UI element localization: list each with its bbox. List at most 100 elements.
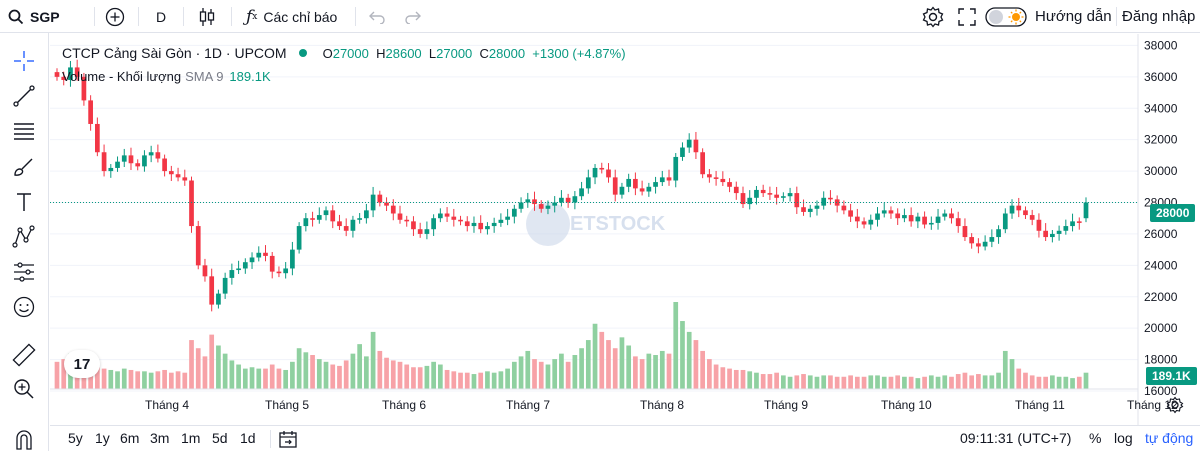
volume-bar [485,371,490,389]
candle-body [330,210,336,222]
candle-body [969,237,975,244]
volume-bar [101,368,107,389]
volume-bar [848,375,853,389]
candle-body [1023,210,1028,216]
candle-body [747,197,753,205]
x-tick-label: Tháng 7 [506,398,550,412]
login-label: Đăng nhập [1122,8,1196,25]
compare-button[interactable] [105,0,125,33]
text-tool[interactable] [8,186,40,218]
candle-body [592,167,598,178]
log-scale-toggle[interactable]: log [1114,430,1133,446]
candle-body [256,252,262,258]
y-tick-label: 16000 [1144,384,1178,398]
candle-body [807,208,813,212]
candle-body [720,178,726,183]
settings-icon[interactable] [1166,396,1184,417]
candle-body [236,268,241,271]
forecast-tool[interactable] [8,256,40,288]
candle-body [579,188,584,197]
candle-body [417,229,423,234]
magnet-tool[interactable] [8,423,40,451]
volume-bar [814,376,820,389]
y-tick-label: 34000 [1144,101,1178,115]
theme-toggle[interactable] [985,0,1027,33]
volume-bar [256,368,262,389]
range-3m[interactable]: 3m [150,430,170,446]
volume-bar [518,356,524,389]
candle-body [283,268,289,274]
volume-bar [1063,376,1069,389]
candle-body [101,152,107,172]
volume-bar [108,369,114,389]
candle-body [922,216,927,225]
x-tick-label: Tháng 9 [764,398,808,412]
range-1d[interactable]: 1d [240,430,256,446]
login-button[interactable]: Đăng nhập [1122,0,1195,33]
candle-body [895,213,901,219]
range-5y[interactable]: 5y [68,430,83,446]
measure-tool[interactable] [8,339,40,371]
fullscreen-icon [958,7,976,26]
tradingview-logo[interactable]: 17 [64,350,100,378]
candle-body [532,199,537,205]
percent-scale-toggle[interactable]: % [1089,430,1102,446]
candle-body [135,163,141,167]
candle-body [390,205,396,214]
volume-bar [707,359,712,389]
candle-body [222,277,228,294]
zoom-tool[interactable] [8,373,40,405]
auto-scale-toggle[interactable]: tự động [1145,430,1194,446]
undo-button[interactable] [368,0,386,33]
chart-type-button[interactable] [198,0,216,33]
volume-bar [996,372,1001,389]
candle-body [1083,202,1089,219]
candle-body [659,177,665,183]
volume-bar [350,353,356,389]
candle-body [491,222,497,227]
candle-body [350,219,356,231]
candle-body [814,205,820,209]
candle-body [700,152,706,175]
candle-body [1063,226,1069,231]
candle-body [242,262,248,269]
settings-button[interactable] [922,0,944,33]
y-tick-label: 20000 [1144,321,1178,335]
redo-button[interactable] [404,0,422,33]
emoji-tool[interactable] [8,291,40,323]
ruler-icon [12,343,36,367]
candle-body [780,196,786,198]
trendline-tool[interactable] [8,80,40,112]
candle-body [841,205,847,211]
guide-button[interactable]: Hướng dẫn [1035,0,1112,33]
fib-tool[interactable] [8,115,40,147]
volume-bar [982,375,988,389]
brush-tool[interactable] [8,151,40,183]
clock-time[interactable]: 09:11:31 (UTC+7) [960,430,1072,446]
date-range-button[interactable] [278,429,298,451]
range-1y[interactable]: 1y [95,430,110,446]
crosshair-tool[interactable] [8,45,40,77]
interval-button[interactable]: D [156,0,166,33]
symbol-search[interactable]: SGP [8,0,60,33]
range-5d[interactable]: 5d [212,430,228,446]
volume-bar [162,369,167,389]
candle-body [424,229,430,234]
price-chart[interactable]: ETSTOCK 16000 18000 20000 22000 24000 26000 28… [50,34,1200,425]
candle-body [552,202,558,206]
volume-legend: Volume - Khối lượng SMA 9 189.1K [62,69,271,84]
candle-body [478,222,484,230]
candle-body [572,196,578,203]
candle-body [673,156,679,181]
pattern-tool[interactable] [8,221,40,253]
candle-body [175,174,181,178]
chart-pane[interactable]: ETSTOCK 16000 18000 20000 22000 24000 26000 28… [50,34,1200,425]
candle-body [828,197,833,200]
range-1m[interactable]: 1m [181,430,201,446]
range-6m[interactable]: 6m [120,430,140,446]
candle-body [928,222,934,225]
volume-bar [148,372,154,389]
volume-bar [1023,372,1028,389]
fullscreen-button[interactable] [958,0,976,33]
